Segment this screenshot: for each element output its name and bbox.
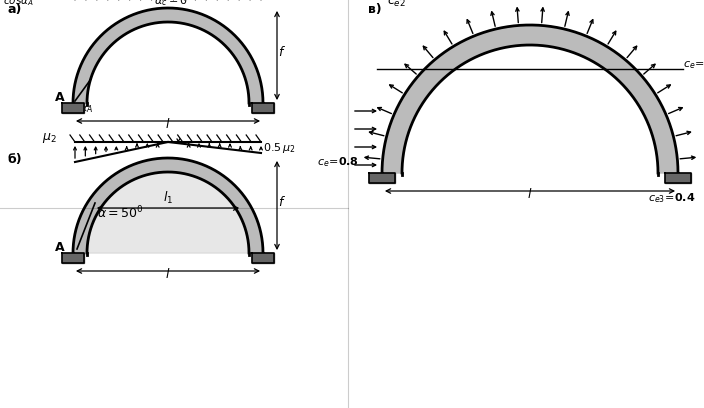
Text: $\alpha=50^0$: $\alpha=50^0$ <box>97 204 144 221</box>
Text: A: A <box>55 91 65 104</box>
Text: $f$: $f$ <box>278 46 286 60</box>
Text: а): а) <box>8 3 23 16</box>
Text: б): б) <box>8 153 23 166</box>
Text: $\alpha_A$: $\alpha_A$ <box>79 103 93 115</box>
Polygon shape <box>252 103 274 113</box>
Text: $\mu_2$: $\mu_2$ <box>42 131 57 145</box>
Text: $l$: $l$ <box>527 187 533 201</box>
Text: $cos\alpha_A$: $cos\alpha_A$ <box>3 0 34 8</box>
Text: $0.5\,\mu_2$: $0.5\,\mu_2$ <box>263 141 296 155</box>
Polygon shape <box>62 253 84 263</box>
Text: A: A <box>55 241 65 254</box>
Text: $c_{e2}$: $c_{e2}$ <box>387 0 406 9</box>
Text: $c_{e3}\!=\!\mathbf{0.4}$: $c_{e3}\!=\!\mathbf{0.4}$ <box>648 191 696 205</box>
Text: в): в) <box>368 3 382 16</box>
Polygon shape <box>62 103 84 113</box>
Text: $l$: $l$ <box>165 267 170 281</box>
Text: $l_1$: $l_1$ <box>163 190 173 206</box>
Text: $\alpha_c=0$: $\alpha_c=0$ <box>154 0 188 8</box>
Polygon shape <box>73 158 263 253</box>
Text: $f$: $f$ <box>278 195 286 209</box>
Text: $c_e\!=\!\mathbf{0.4}$: $c_e\!=\!\mathbf{0.4}$ <box>683 58 704 71</box>
Polygon shape <box>73 8 263 103</box>
Text: $l$: $l$ <box>165 117 170 131</box>
Polygon shape <box>369 173 395 183</box>
Polygon shape <box>382 25 678 173</box>
Polygon shape <box>87 172 249 253</box>
Text: $c_e\!=\!\mathbf{0.8}$: $c_e\!=\!\mathbf{0.8}$ <box>317 155 359 169</box>
Polygon shape <box>665 173 691 183</box>
Polygon shape <box>252 253 274 263</box>
